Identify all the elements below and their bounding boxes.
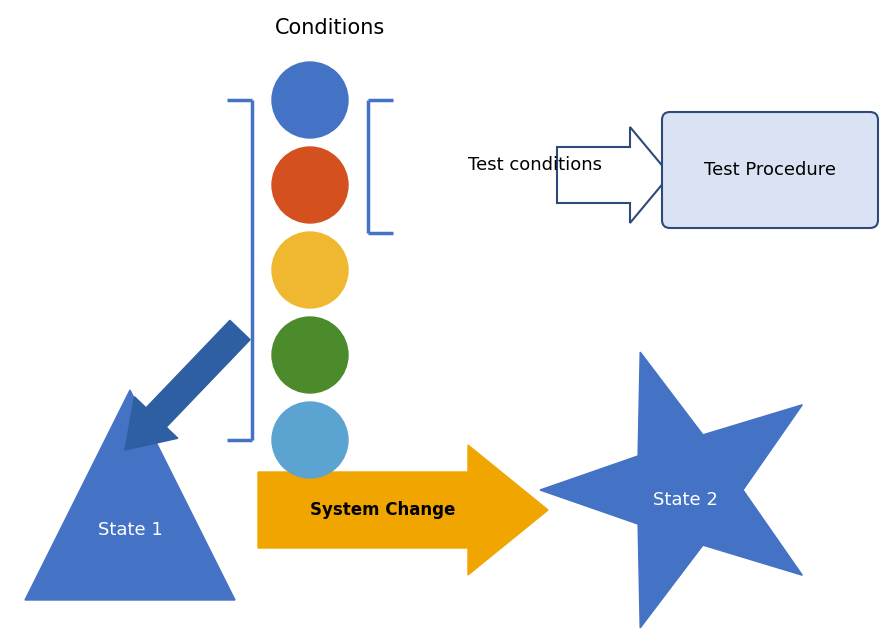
Circle shape xyxy=(272,317,348,393)
Circle shape xyxy=(272,402,348,478)
Polygon shape xyxy=(557,127,670,223)
Text: Test Procedure: Test Procedure xyxy=(704,161,836,179)
Circle shape xyxy=(272,232,348,308)
Polygon shape xyxy=(258,445,548,575)
Text: State 1: State 1 xyxy=(97,521,162,539)
Text: State 2: State 2 xyxy=(653,491,718,509)
Circle shape xyxy=(272,147,348,223)
Polygon shape xyxy=(25,390,235,600)
FancyBboxPatch shape xyxy=(662,112,878,228)
Text: Test conditions: Test conditions xyxy=(468,156,602,174)
Polygon shape xyxy=(540,352,803,628)
Text: System Change: System Change xyxy=(310,501,455,519)
Circle shape xyxy=(272,62,348,138)
Text: Conditions: Conditions xyxy=(275,18,385,38)
FancyArrow shape xyxy=(125,320,250,450)
